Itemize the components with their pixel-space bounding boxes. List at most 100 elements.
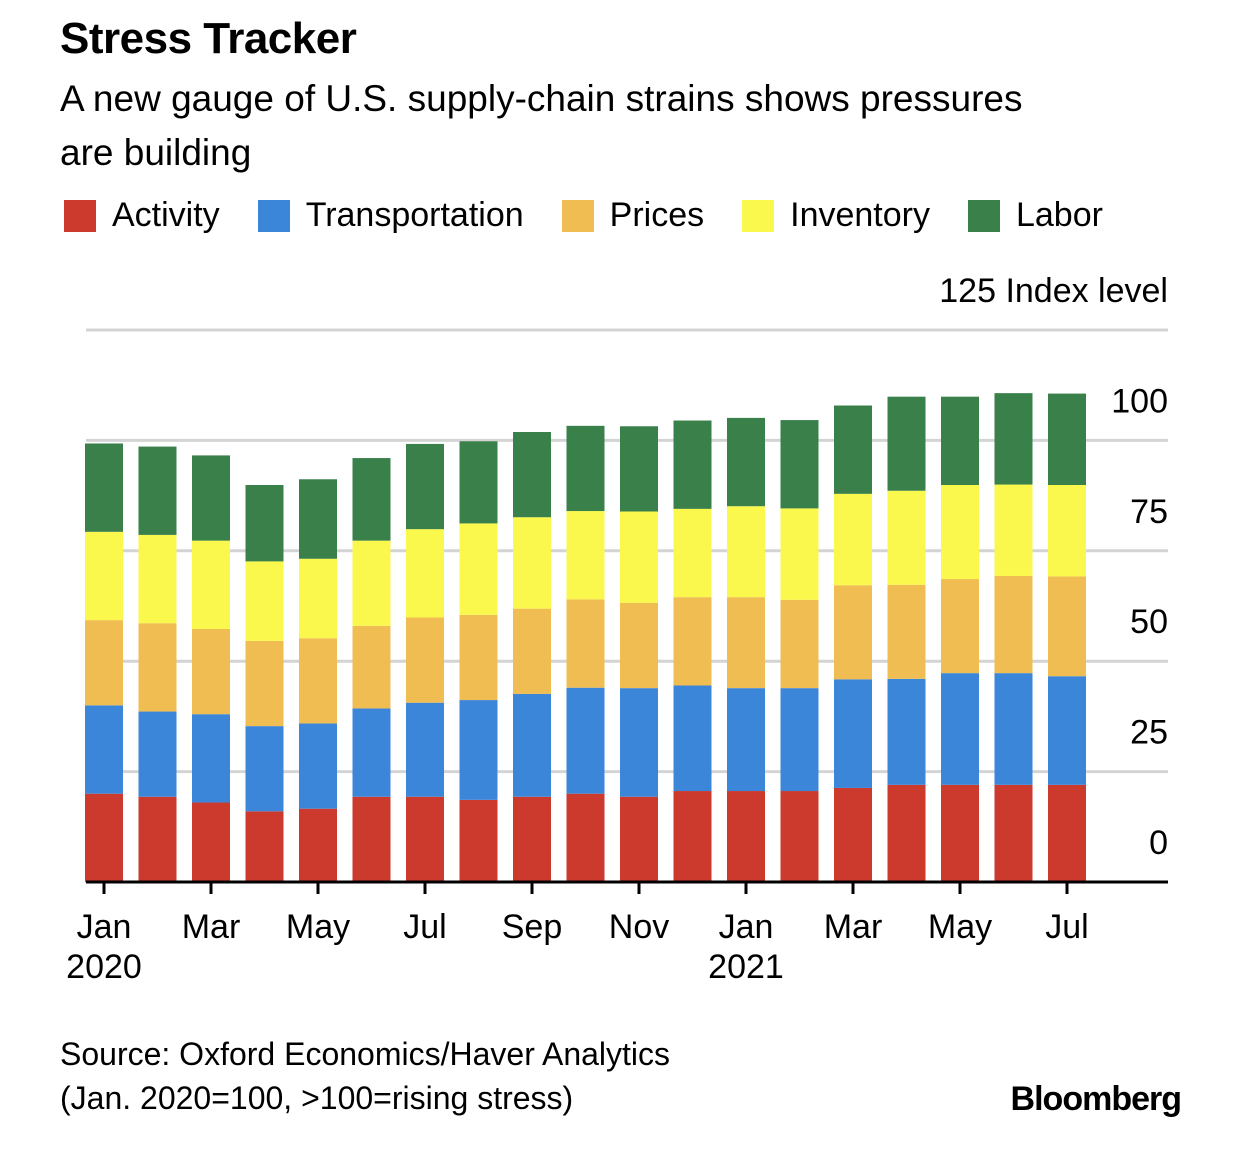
bar-activity-3 [245, 811, 284, 882]
bar-transportation-9 [566, 687, 605, 794]
bar-labor-1 [138, 446, 177, 535]
bar-labor-5 [352, 458, 391, 541]
bar-activity-12 [727, 791, 765, 882]
bar-transportation-12 [727, 688, 765, 792]
bar-prices-9 [566, 599, 605, 688]
bar-transportation-4 [299, 723, 337, 809]
bar-transportation-6 [406, 702, 444, 797]
bar-inventory-15 [887, 490, 926, 585]
bar-prices-8 [513, 608, 551, 694]
x-tick-label-0: Jan [77, 908, 132, 946]
bar-transportation-16 [941, 673, 979, 785]
bar-labor-4 [299, 479, 337, 559]
bar-labor-2 [192, 455, 230, 541]
bar-activity-17 [994, 784, 1033, 882]
bar-prices-18 [1048, 576, 1086, 677]
bar-transportation-7 [459, 700, 498, 800]
bar-activity-4 [299, 808, 337, 882]
y-tick-label-100: 100 [1111, 382, 1168, 420]
bar-prices-10 [620, 602, 658, 689]
bar-inventory-2 [192, 540, 230, 629]
legend-label-prices: Prices [609, 196, 705, 234]
bloomberg-logo: Bloomberg [1010, 1080, 1182, 1118]
bar-activity-14 [834, 787, 872, 882]
bar-inventory-6 [406, 529, 444, 618]
bar-transportation-18 [1048, 676, 1086, 785]
legend-label-transportation: Transportation [305, 196, 524, 234]
x-tick-year-0: 2020 [66, 948, 142, 986]
bar-activity-13 [780, 791, 819, 882]
bar-inventory-3 [245, 561, 284, 641]
bar-inventory-11 [673, 508, 712, 598]
bar-prices-14 [834, 585, 872, 680]
bar-prices-16 [941, 579, 979, 674]
bar-transportation-5 [352, 708, 391, 797]
x-tick-label-10: Nov [609, 908, 669, 946]
bar-activity-0 [85, 793, 123, 882]
bar-prices-11 [673, 597, 712, 686]
bar-prices-4 [299, 638, 337, 724]
bar-activity-8 [513, 796, 551, 882]
bar-transportation-11 [673, 685, 712, 792]
bar-activity-6 [406, 796, 444, 882]
chart-title: Stress Tracker [60, 14, 357, 63]
bar-activity-18 [1048, 784, 1086, 882]
bar-labor-13 [780, 420, 819, 509]
bar-inventory-10 [620, 511, 658, 603]
bar-inventory-18 [1048, 485, 1086, 577]
y-tick-label-75: 75 [1130, 493, 1168, 531]
legend-swatch-transportation [257, 199, 290, 232]
x-tick-label-12: Jan [719, 908, 774, 946]
bar-labor-16 [941, 396, 979, 486]
bar-labor-8 [513, 432, 551, 518]
legend-swatch-labor [967, 199, 1000, 232]
source-note: Source: Oxford Economics/Haver Analytics… [60, 1032, 670, 1120]
bar-inventory-1 [138, 534, 177, 624]
bar-prices-5 [352, 625, 391, 709]
legend-item-inventory: Inventory [742, 196, 930, 235]
bar-transportation-1 [138, 711, 177, 797]
bar-transportation-14 [834, 679, 872, 788]
bar-inventory-5 [352, 540, 391, 626]
index-note: (Jan. 2020=100, >100=rising stress) [60, 1080, 574, 1116]
bar-inventory-7 [459, 523, 498, 615]
bar-labor-11 [673, 420, 712, 509]
bar-prices-12 [727, 597, 765, 689]
bar-prices-3 [245, 640, 284, 727]
bar-labor-10 [620, 426, 658, 512]
legend-label-activity: Activity [112, 196, 220, 234]
source-line: Source: Oxford Economics/Haver Analytics [60, 1036, 671, 1072]
bar-prices-17 [994, 575, 1033, 674]
legend-item-prices: Prices [561, 196, 705, 235]
y-tick-label-0: 0 [1149, 824, 1168, 862]
bar-activity-16 [941, 784, 979, 882]
y-axis-title: 125 Index level [939, 272, 1168, 310]
y-tick-label-25: 25 [1130, 714, 1168, 752]
bar-labor-6 [406, 443, 444, 530]
x-tick-label-16: May [928, 908, 992, 946]
bar-labor-14 [834, 405, 872, 494]
bar-prices-13 [780, 599, 819, 689]
legend-item-activity: Activity [64, 196, 220, 235]
bar-transportation-15 [887, 678, 926, 785]
legend: Activity Transportation Prices Inventory… [64, 196, 1141, 235]
x-tick-label-8: Sep [502, 908, 563, 946]
bar-inventory-8 [513, 517, 551, 609]
bar-labor-18 [1048, 393, 1086, 486]
bar-activity-9 [566, 793, 605, 882]
bar-transportation-10 [620, 688, 658, 797]
bar-inventory-16 [941, 485, 979, 580]
x-tick-label-4: May [286, 908, 350, 946]
bar-labor-3 [245, 485, 284, 562]
bar-inventory-4 [299, 558, 337, 639]
bar-transportation-0 [85, 705, 123, 794]
bar-prices-6 [406, 617, 444, 703]
bar-labor-0 [85, 443, 123, 532]
bar-inventory-0 [85, 531, 123, 621]
legend-swatch-activity [64, 199, 96, 232]
bar-activity-15 [887, 784, 926, 882]
bar-transportation-13 [780, 688, 819, 792]
x-tick-label-2: Mar [182, 908, 241, 946]
bar-prices-2 [192, 628, 230, 715]
